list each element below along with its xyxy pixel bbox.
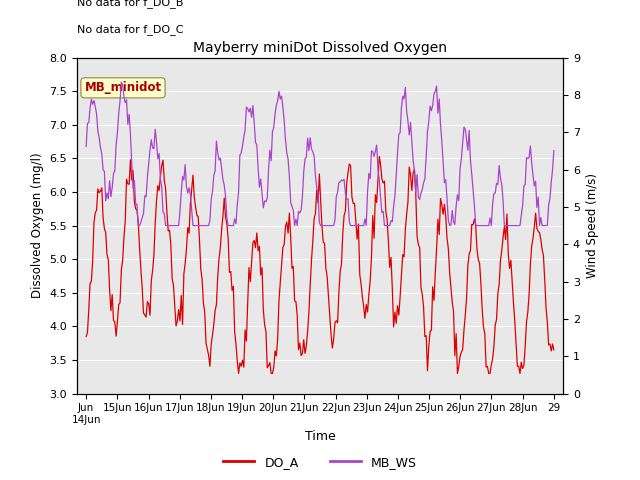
Y-axis label: Wind Speed (m/s): Wind Speed (m/s) bbox=[586, 173, 598, 278]
X-axis label: Time: Time bbox=[305, 431, 335, 444]
Y-axis label: Dissolved Oxygen (mg/l): Dissolved Oxygen (mg/l) bbox=[31, 153, 44, 299]
Text: MB_minidot: MB_minidot bbox=[84, 81, 161, 95]
Text: No data for f_DO_C: No data for f_DO_C bbox=[77, 24, 183, 35]
Title: Mayberry miniDot Dissolved Oxygen: Mayberry miniDot Dissolved Oxygen bbox=[193, 41, 447, 55]
Legend: DO_A, MB_WS: DO_A, MB_WS bbox=[218, 451, 422, 474]
Text: No data for f_DO_B: No data for f_DO_B bbox=[77, 0, 183, 8]
